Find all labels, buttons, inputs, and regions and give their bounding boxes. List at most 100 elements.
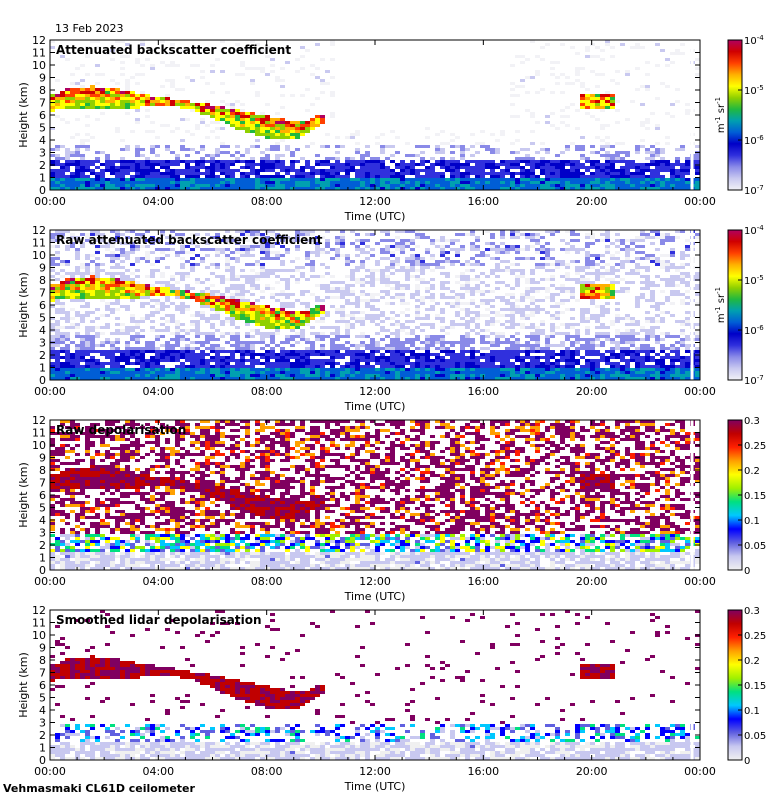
colorbar: 0 0.05 0.1 0.15 0.2 0.25 0.3 (727, 606, 766, 767)
y-tick-label: 8 (39, 274, 46, 287)
x-tick-label: 20:00 (576, 575, 608, 588)
panel-2: Raw attenuated backscatter coefficient 0 1… (17, 224, 764, 413)
y-tick-label: 5 (39, 692, 46, 705)
y-tick-label: 2 (39, 349, 46, 362)
y-tick-label: 7 (39, 477, 46, 490)
colorbar-gradient (727, 229, 743, 381)
x-tick-label: 08:00 (251, 385, 283, 398)
colorbar-tick-label: 0.3 (744, 606, 760, 617)
colorbar-tick-label: 10-6 (744, 134, 764, 147)
panel-title: Raw attenuated backscatter coefficient (56, 233, 323, 247)
colorbar: 10-4 10-5 10-6 10-7 m-1 sr-1 (714, 34, 764, 197)
y-axis-label: Height (km) (17, 82, 30, 148)
panel-1: Attenuated backscatter coefficient012345… (17, 34, 764, 223)
x-tick-label: 16:00 (467, 575, 499, 588)
colorbar-tick-label: 0.1 (744, 516, 760, 527)
x-tick-label: 20:00 (576, 195, 608, 208)
x-tick-label: 04:00 (142, 385, 174, 398)
y-tick-label: 11 (32, 617, 46, 630)
x-tick-label: 00:00 (684, 765, 716, 778)
y-tick-label: 8 (39, 84, 46, 97)
y-tick-label: 0 (39, 184, 46, 197)
panel-title: Attenuated backscatter coefficient (56, 43, 291, 57)
y-tick-label: 11 (32, 47, 46, 60)
y-tick-label: 2 (39, 539, 46, 552)
y-tick-label: 2 (39, 159, 46, 172)
heatmap-cells (50, 40, 700, 190)
panel-4: Smoothed lidar depolarisation01234567891… (17, 604, 766, 793)
y-tick-label: 4 (39, 514, 46, 527)
colorbar-tick-label: 10-6 (744, 324, 764, 337)
colorbar-tick-label: 0.25 (744, 441, 766, 452)
y-tick-label: 3 (39, 527, 46, 540)
x-tick-label: 04:00 (142, 575, 174, 588)
date-label: 13 Feb 2023 (55, 22, 124, 35)
data-gap (690, 230, 694, 380)
colorbar-tick-label: 10-5 (744, 84, 764, 97)
colorbar-tick-label: 0 (744, 566, 750, 577)
x-tick-label: 00:00 (684, 385, 716, 398)
panel-title: Smoothed lidar depolarisation (56, 613, 262, 627)
colorbar-tick-label: 0.1 (744, 706, 760, 717)
y-tick-label: 9 (39, 642, 46, 655)
colorbar-tick-label: 0.05 (744, 541, 766, 552)
colorbar-tick-label: 0.15 (744, 491, 766, 502)
heatmap-cells (50, 420, 700, 570)
y-tick-label: 0 (39, 374, 46, 387)
x-tick-label: 00:00 (34, 385, 66, 398)
colorbar-unit: m-1 sr-1 (714, 287, 727, 323)
x-tick-label: 12:00 (359, 765, 391, 778)
colorbar-tick-label: 0.2 (744, 466, 760, 477)
colorbar-tick-label: 0.25 (744, 631, 766, 642)
y-tick-label: 3 (39, 717, 46, 730)
y-axis-label: Height (km) (17, 462, 30, 528)
x-tick-label: 04:00 (142, 765, 174, 778)
y-tick-label: 4 (39, 134, 46, 147)
colorbar-tick-label: 0.15 (744, 681, 766, 692)
y-tick-label: 7 (39, 287, 46, 300)
colorbar-tick-label: 10-7 (744, 374, 764, 387)
data-gap (690, 420, 694, 570)
x-axis-label: Time (UTC) (344, 400, 406, 413)
y-tick-label: 0 (39, 564, 46, 577)
y-tick-label: 12 (32, 34, 46, 47)
y-tick-label: 9 (39, 262, 46, 275)
y-tick-label: 3 (39, 337, 46, 350)
x-tick-label: 08:00 (251, 195, 283, 208)
y-tick-label: 8 (39, 464, 46, 477)
y-tick-label: 11 (32, 427, 46, 440)
y-tick-label: 5 (39, 502, 46, 515)
y-tick-label: 12 (32, 414, 46, 427)
y-tick-label: 5 (39, 312, 46, 325)
panel-title: Raw depolarisation (56, 423, 186, 437)
colorbar: 0 0.05 0.1 0.15 0.2 0.25 0.3 (727, 416, 766, 577)
y-tick-label: 11 (32, 237, 46, 250)
colorbar-gradient (727, 39, 743, 191)
x-tick-label: 00:00 (34, 765, 66, 778)
y-tick-label: 1 (39, 172, 46, 185)
x-tick-label: 12:00 (359, 195, 391, 208)
y-tick-label: 6 (39, 299, 46, 312)
x-tick-label: 16:00 (467, 765, 499, 778)
colorbar-tick-label: 10-5 (744, 274, 764, 287)
colorbar-tick-label: 10-4 (744, 224, 764, 237)
x-axis-label: Time (UTC) (344, 590, 406, 603)
x-axis-label: Time (UTC) (344, 780, 406, 793)
x-tick-label: 12:00 (359, 575, 391, 588)
y-tick-label: 0 (39, 754, 46, 767)
y-axis-label: Height (km) (17, 652, 30, 718)
x-tick-label: 00:00 (34, 575, 66, 588)
x-tick-label: 20:00 (576, 385, 608, 398)
x-tick-label: 08:00 (251, 765, 283, 778)
y-tick-label: 2 (39, 729, 46, 742)
heatmap-cells (50, 230, 700, 380)
y-tick-label: 4 (39, 704, 46, 717)
y-tick-label: 9 (39, 72, 46, 85)
y-tick-label: 1 (39, 742, 46, 755)
y-tick-label: 8 (39, 654, 46, 667)
x-tick-label: 16:00 (467, 195, 499, 208)
x-axis-label: Time (UTC) (344, 210, 406, 223)
data-gap (690, 40, 694, 190)
heatmap-cells (50, 610, 700, 760)
colorbar-tick-label: 0.3 (744, 416, 760, 427)
